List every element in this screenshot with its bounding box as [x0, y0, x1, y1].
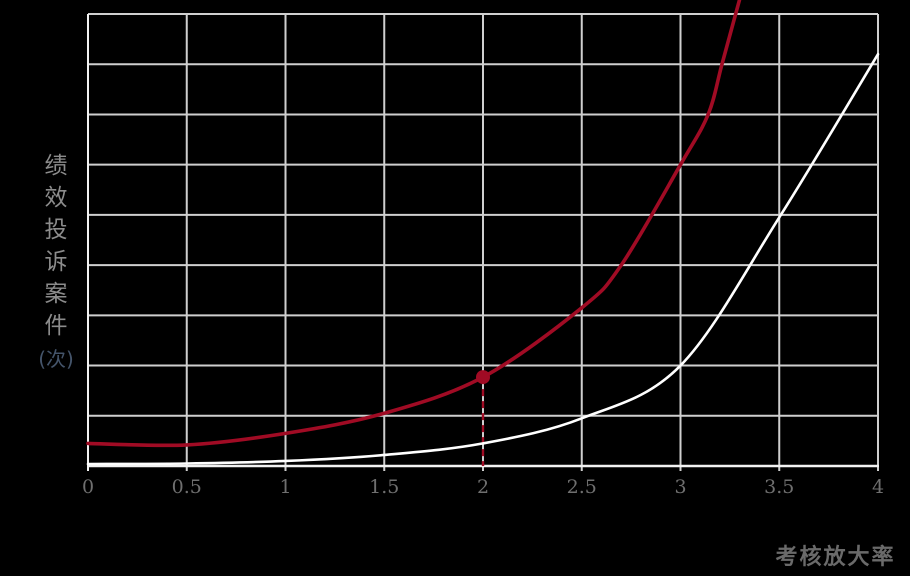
x-tick-label: 0.5: [171, 476, 202, 498]
x-tick-label: 0: [81, 476, 95, 498]
red-curve: [86, 0, 742, 448]
x-tick-label: 1.5: [369, 476, 400, 498]
y-axis-title-char: 效: [44, 185, 68, 211]
x-tick-label: 2.5: [566, 476, 597, 498]
y-axis-title-char: 诉: [44, 249, 68, 275]
white-curve: [86, 52, 880, 466]
x-tick-label: 3.5: [764, 476, 795, 498]
y-axis-title-text: 绩效投诉案件: [45, 150, 68, 342]
x-tick-label: 2: [476, 476, 490, 498]
x-axis-title: 考核放大率: [775, 545, 896, 570]
y-axis-title-char: 件: [44, 313, 68, 339]
y-axis-title-char: 投: [44, 217, 68, 243]
marker-dot: [476, 370, 490, 385]
y-axis-title-char: 绩: [44, 153, 68, 179]
x-tick-label: 3: [674, 476, 687, 498]
y-axis-unit-label: (次): [38, 347, 74, 371]
y-axis-title: 绩效投诉案件 (次): [38, 150, 74, 374]
x-tick-label: 1: [279, 476, 292, 498]
gridlines: [87, 13, 879, 471]
y-axis-title-char: 案: [44, 281, 68, 307]
x-tick-label: 4: [871, 476, 885, 498]
